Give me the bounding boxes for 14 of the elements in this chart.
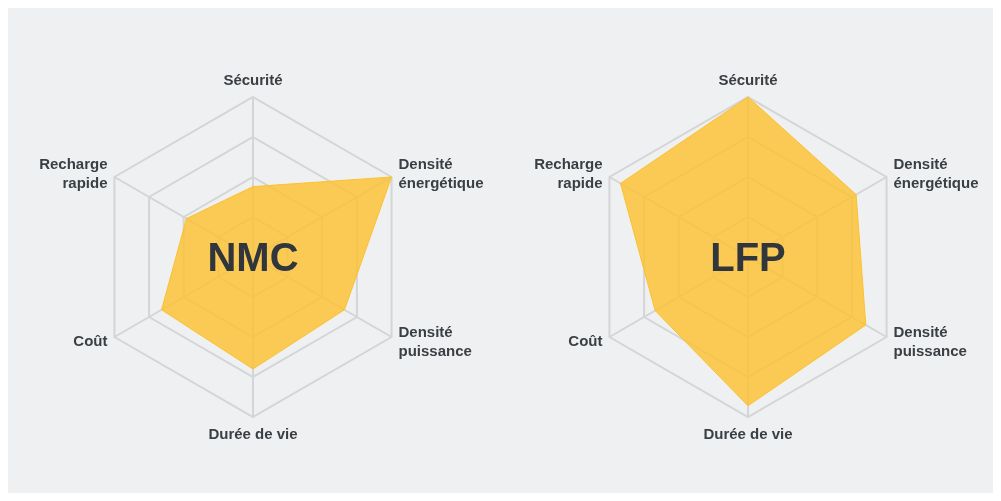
spoke-label: Densité énergétique <box>893 154 979 191</box>
spoke-label: Recharge rapide <box>39 154 108 191</box>
spoke-label: Densité puissance <box>398 322 472 359</box>
spoke-label: Recharge rapide <box>534 154 603 191</box>
spoke-label: Durée de vie <box>703 425 793 442</box>
spoke-label: Coût <box>73 332 108 349</box>
spoke-label: Sécurité <box>718 71 778 88</box>
spoke-label: Sécurité <box>223 71 283 88</box>
text: LFP <box>709 234 787 281</box>
spoke-label: Durée de vie <box>208 425 298 442</box>
spoke-label: Densité énergétique <box>398 154 484 191</box>
spoke-label: Densité puissance <box>893 322 967 359</box>
spoke-label: Coût <box>568 332 603 349</box>
text: NMC <box>206 234 300 281</box>
